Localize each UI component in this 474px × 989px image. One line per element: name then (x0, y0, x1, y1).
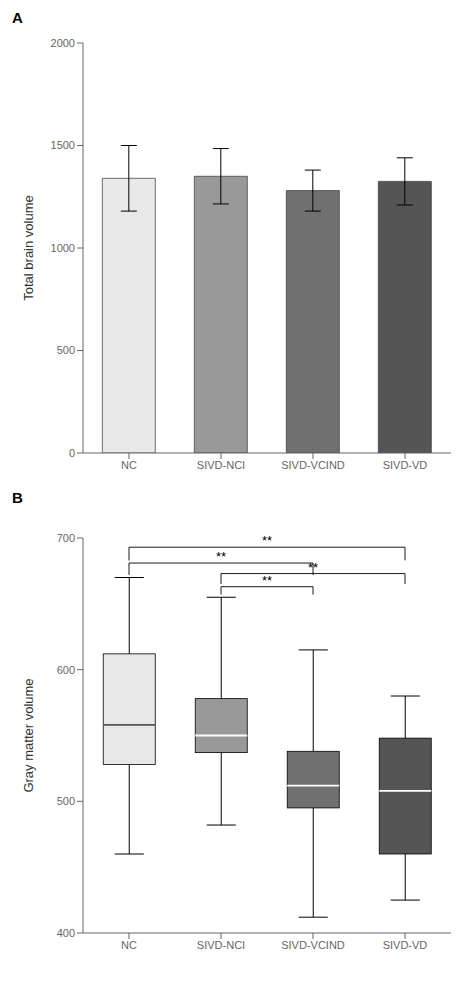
svg-text:**: ** (216, 549, 226, 564)
html-text:B: B (12, 489, 23, 506)
svg-text:Total brain volume: Total brain volume (21, 195, 36, 301)
svg-text:0: 0 (69, 447, 75, 459)
svg-text:SIVD-NCI: SIVD-NCI (197, 459, 245, 471)
svg-text:1500: 1500 (51, 139, 75, 151)
svg-text:NC: NC (121, 939, 137, 951)
svg-text:**: ** (262, 533, 272, 548)
svg-text:400: 400 (57, 927, 75, 939)
svg-text:SIVD-VCIND: SIVD-VCIND (281, 459, 345, 471)
svg-text:SIVD-VD: SIVD-VD (383, 939, 428, 951)
svg-text:SIVD-VD: SIVD-VD (383, 459, 428, 471)
svg-text:700: 700 (57, 532, 75, 544)
svg-text:NC: NC (121, 459, 137, 471)
svg-text:1000: 1000 (51, 242, 75, 254)
svg-text:500: 500 (57, 795, 75, 807)
svg-text:SIVD-NCI: SIVD-NCI (197, 939, 245, 951)
svg-text:500: 500 (57, 344, 75, 356)
svg-text:SIVD-VCIND: SIVD-VCIND (281, 939, 345, 951)
svg-text:2000: 2000 (51, 37, 75, 49)
svg-text:**: ** (262, 573, 272, 588)
svg-text:Gray matter volume: Gray matter volume (21, 678, 36, 792)
svg-text:600: 600 (57, 664, 75, 676)
html-text:A: A (12, 9, 23, 26)
svg-text:**: ** (308, 560, 318, 575)
